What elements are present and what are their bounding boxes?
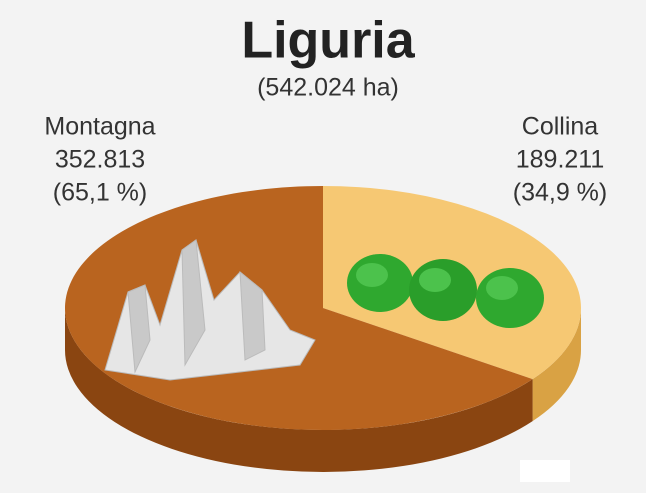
value-label: 189.211 bbox=[516, 146, 605, 174]
percent-label: (34,9 %) bbox=[513, 179, 607, 207]
white-patch bbox=[520, 460, 570, 482]
chart-subtitle: (542.024 ha) bbox=[257, 74, 399, 102]
percent-label: (65,1 %) bbox=[53, 179, 147, 207]
legend-label: Collina bbox=[522, 113, 599, 141]
value-label: 352.813 bbox=[55, 146, 145, 174]
chart: Liguria (542.024 ha) Montagna 352.813 (6… bbox=[0, 0, 646, 493]
legend-label: Montagna bbox=[44, 113, 155, 141]
chart-title: Liguria bbox=[241, 12, 415, 70]
